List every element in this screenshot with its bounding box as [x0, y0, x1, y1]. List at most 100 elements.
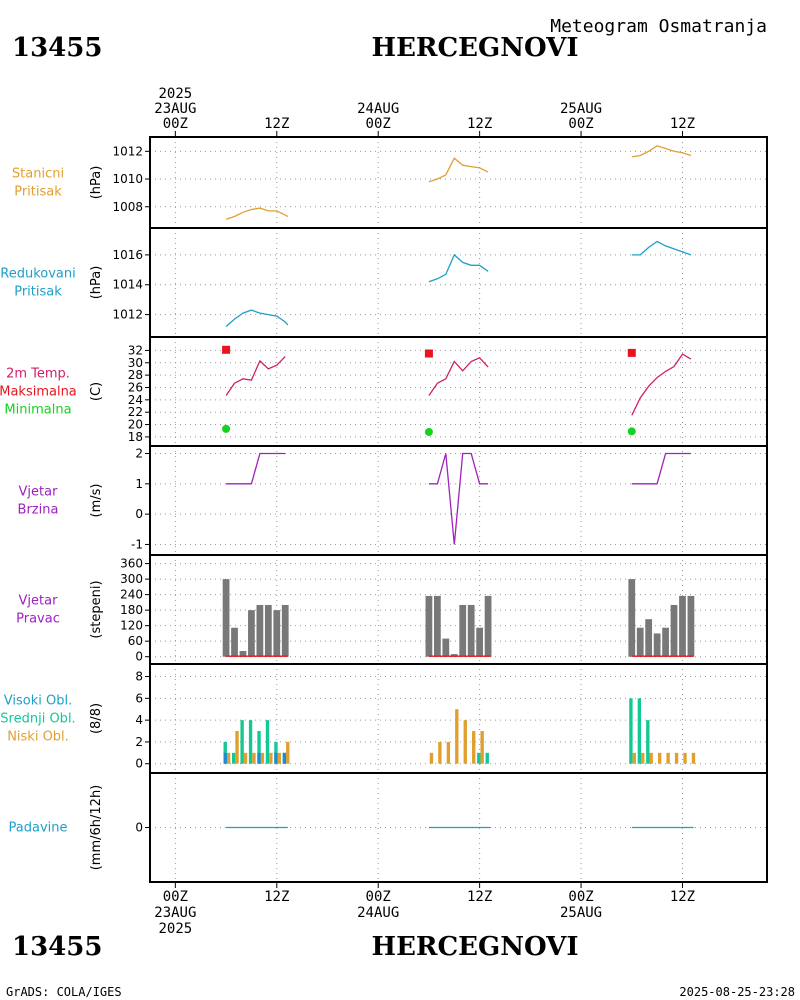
bar [463, 720, 467, 764]
series-line [631, 240, 692, 256]
y-axis-label: (m/s) [89, 484, 104, 518]
series-line [225, 207, 289, 220]
bar [281, 604, 289, 657]
y-tick-label: 18 [128, 430, 143, 444]
bar [240, 720, 244, 764]
bar [425, 595, 433, 657]
bar [223, 741, 227, 764]
bar [484, 595, 492, 657]
panel-label: Maksimalna [0, 385, 77, 400]
panel-label: Visoki Obl. [4, 694, 72, 709]
time-label: 12Z [467, 116, 492, 132]
station-id-top: 13455 [12, 33, 102, 63]
series-line [428, 357, 489, 396]
bar [274, 741, 278, 764]
bar [235, 731, 239, 764]
time-label: 00Z [163, 116, 188, 132]
series-line [631, 452, 691, 485]
series-line [225, 309, 289, 327]
meteogram-panels: 100810101012(hPa)StanicniPritisak1012101… [0, 136, 768, 883]
panel-label: Redukovani [0, 267, 75, 282]
panel-label: Brzina [18, 503, 59, 518]
bar [472, 731, 476, 764]
y-tick-label: 1 [135, 477, 143, 491]
y-tick-label: 1016 [112, 248, 143, 262]
bar [455, 709, 459, 764]
min-marker [222, 424, 231, 433]
series-line [428, 253, 489, 283]
y-tick-label: 26 [128, 380, 143, 394]
y-tick-label: 28 [128, 368, 143, 382]
bar [269, 752, 273, 764]
bar [666, 752, 670, 764]
y-axis-label: (8/8) [89, 703, 104, 734]
y-tick-label: 2 [135, 447, 143, 461]
panel-frame [149, 227, 768, 338]
panel-frame [149, 772, 768, 883]
y-tick-label: 4 [135, 713, 143, 727]
bar [248, 720, 253, 764]
y-tick-label: -1 [131, 537, 143, 551]
time-label: 23AUG [154, 101, 196, 117]
series-line [631, 145, 692, 158]
time-label: 25AUG [560, 905, 602, 921]
bar [645, 619, 653, 657]
bar [265, 720, 270, 764]
time-label: 12Z [467, 889, 492, 905]
bar [442, 638, 450, 657]
y-tick-label: 300 [120, 572, 143, 586]
bar [286, 741, 290, 764]
time-label: 12Z [670, 889, 695, 905]
time-label: 12Z [264, 116, 289, 132]
panel-station-pressure: 1008 1010 1012 (hPa) Stanicni Pritisak [12, 136, 768, 229]
bar [649, 752, 653, 764]
y-tick-label: 20 [128, 418, 143, 432]
y-tick-label: 1012 [112, 308, 143, 322]
time-label: 00Z [163, 889, 188, 905]
time-label: 12Z [670, 116, 695, 132]
panel-label: Pravac [16, 612, 60, 627]
station-id-bottom: 13455 [12, 932, 102, 962]
panel-frame [149, 336, 768, 447]
bar [646, 720, 650, 764]
grads-credit: GrADS: COLA/IGES [6, 985, 122, 999]
series-line [631, 353, 692, 416]
panel-label: Niski Obl. [7, 730, 69, 745]
bar [433, 595, 441, 657]
station-name-top: HERCEGNOVI [372, 33, 579, 63]
y-tick-label: 2 [135, 735, 143, 749]
y-tick-label: 1010 [112, 172, 143, 186]
time-label: 2025 [158, 86, 192, 102]
time-label: 25AUG [560, 101, 602, 117]
series-line [225, 356, 286, 396]
bar [223, 752, 227, 764]
y-tick-label: 60 [128, 634, 143, 648]
y-axis-label: (hPa) [89, 266, 104, 300]
y-tick-label: 0 [135, 821, 143, 835]
bar [257, 731, 261, 764]
time-label: 23AUG [154, 905, 196, 921]
panel-label: Minimalna [4, 403, 71, 418]
bar [674, 752, 679, 764]
panel-label: Pritisak [14, 185, 62, 200]
bar [691, 752, 696, 764]
y-tick-label: 1008 [112, 200, 143, 214]
bar [277, 752, 282, 764]
bar [485, 752, 489, 764]
bar [231, 752, 236, 764]
y-tick-label: 0 [135, 507, 143, 521]
bar [679, 595, 686, 657]
y-tick-label: 32 [128, 343, 143, 357]
bar [662, 627, 669, 657]
bar [683, 752, 687, 764]
bar [256, 604, 264, 657]
series-line [226, 452, 286, 485]
bar [480, 731, 484, 764]
time-label: 00Z [568, 116, 593, 132]
bar [629, 698, 633, 764]
panel-label: 2m Temp. [6, 367, 70, 382]
y-tick-label: 1012 [112, 144, 143, 158]
